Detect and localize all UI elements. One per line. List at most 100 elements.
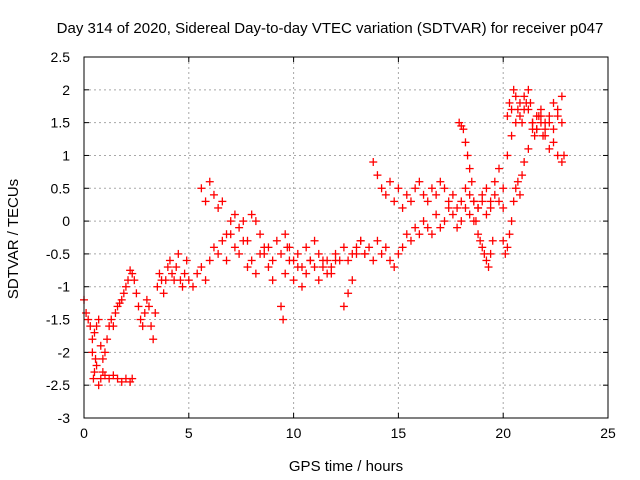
data-point	[427, 184, 436, 193]
data-point	[390, 263, 399, 272]
data-point	[176, 276, 185, 285]
data-point	[398, 243, 407, 252]
data-point	[264, 243, 273, 252]
data-point	[453, 223, 462, 232]
plot-frame	[83, 56, 609, 419]
data-point	[188, 282, 197, 291]
data-point	[310, 263, 319, 272]
data-point	[488, 236, 497, 245]
data-point	[373, 171, 382, 180]
data-point	[474, 230, 483, 239]
data-point	[172, 263, 181, 272]
data-point	[505, 98, 514, 107]
x-axis-label: GPS time / hours	[289, 458, 403, 475]
data-point	[499, 236, 508, 245]
y-tick-label: 2.5	[51, 49, 71, 65]
data-point	[520, 92, 529, 101]
data-point	[89, 374, 98, 383]
data-point	[457, 197, 466, 206]
data-point	[423, 197, 432, 206]
data-point	[415, 177, 424, 186]
data-point	[423, 223, 432, 232]
data-point	[218, 236, 227, 245]
data-point	[302, 269, 311, 278]
data-point	[247, 256, 256, 265]
data-point	[549, 138, 558, 147]
data-point	[402, 190, 411, 199]
data-point	[277, 249, 286, 258]
data-point	[482, 184, 491, 193]
data-point	[84, 315, 93, 324]
data-point	[436, 223, 445, 232]
data-point	[440, 184, 449, 193]
data-point	[356, 236, 365, 245]
data-point	[444, 197, 453, 206]
data-point	[557, 92, 566, 101]
data-point	[509, 197, 518, 206]
data-point	[520, 105, 529, 114]
data-point	[352, 249, 361, 258]
data-point	[511, 92, 520, 101]
data-point	[92, 361, 101, 370]
y-tick-label: 2	[62, 82, 70, 98]
data-point	[184, 276, 193, 285]
data-point	[549, 98, 558, 107]
data-point	[297, 282, 306, 291]
data-point	[96, 341, 105, 350]
data-point	[155, 269, 164, 278]
data-point	[247, 210, 256, 219]
data-point	[524, 85, 533, 94]
data-point	[230, 243, 239, 252]
data-point	[476, 236, 485, 245]
data-point	[448, 210, 457, 219]
x-tick-label: 5	[185, 425, 193, 441]
data-point	[88, 348, 97, 357]
data-point	[100, 348, 109, 357]
data-point	[557, 118, 566, 127]
data-point	[302, 243, 311, 252]
data-point	[103, 335, 112, 344]
data-point	[222, 230, 231, 239]
data-point	[109, 371, 118, 380]
data-point	[91, 354, 100, 363]
data-point	[277, 302, 286, 311]
data-point	[214, 203, 223, 212]
data-point	[279, 315, 288, 324]
data-point	[289, 276, 298, 285]
y-tick-label: -1.5	[46, 312, 70, 328]
data-point	[386, 256, 395, 265]
data-point	[530, 131, 539, 140]
data-point	[214, 249, 223, 258]
data-point	[209, 190, 218, 199]
data-point	[256, 230, 265, 239]
data-point	[281, 269, 290, 278]
data-point	[94, 381, 103, 390]
data-point	[440, 217, 449, 226]
x-tick-label: 0	[80, 425, 88, 441]
data-point	[243, 263, 252, 272]
data-point	[513, 177, 522, 186]
data-point	[507, 131, 516, 140]
data-point	[235, 223, 244, 232]
data-point	[411, 184, 420, 193]
data-point	[432, 190, 441, 199]
y-tick-label: 1	[62, 147, 70, 163]
data-point	[163, 263, 172, 272]
data-point	[486, 197, 495, 206]
data-point	[461, 203, 470, 212]
data-point	[532, 112, 541, 121]
data-point	[509, 85, 518, 94]
data-point	[419, 190, 428, 199]
data-point	[142, 295, 151, 304]
data-point	[168, 269, 177, 278]
data-point	[503, 151, 512, 160]
x-tick-label: 25	[600, 425, 616, 441]
data-point	[501, 249, 510, 258]
data-point	[377, 184, 386, 193]
data-point	[344, 289, 353, 298]
data-point	[82, 308, 91, 317]
data-point	[339, 302, 348, 311]
data-point	[557, 158, 566, 167]
data-point	[482, 210, 491, 219]
